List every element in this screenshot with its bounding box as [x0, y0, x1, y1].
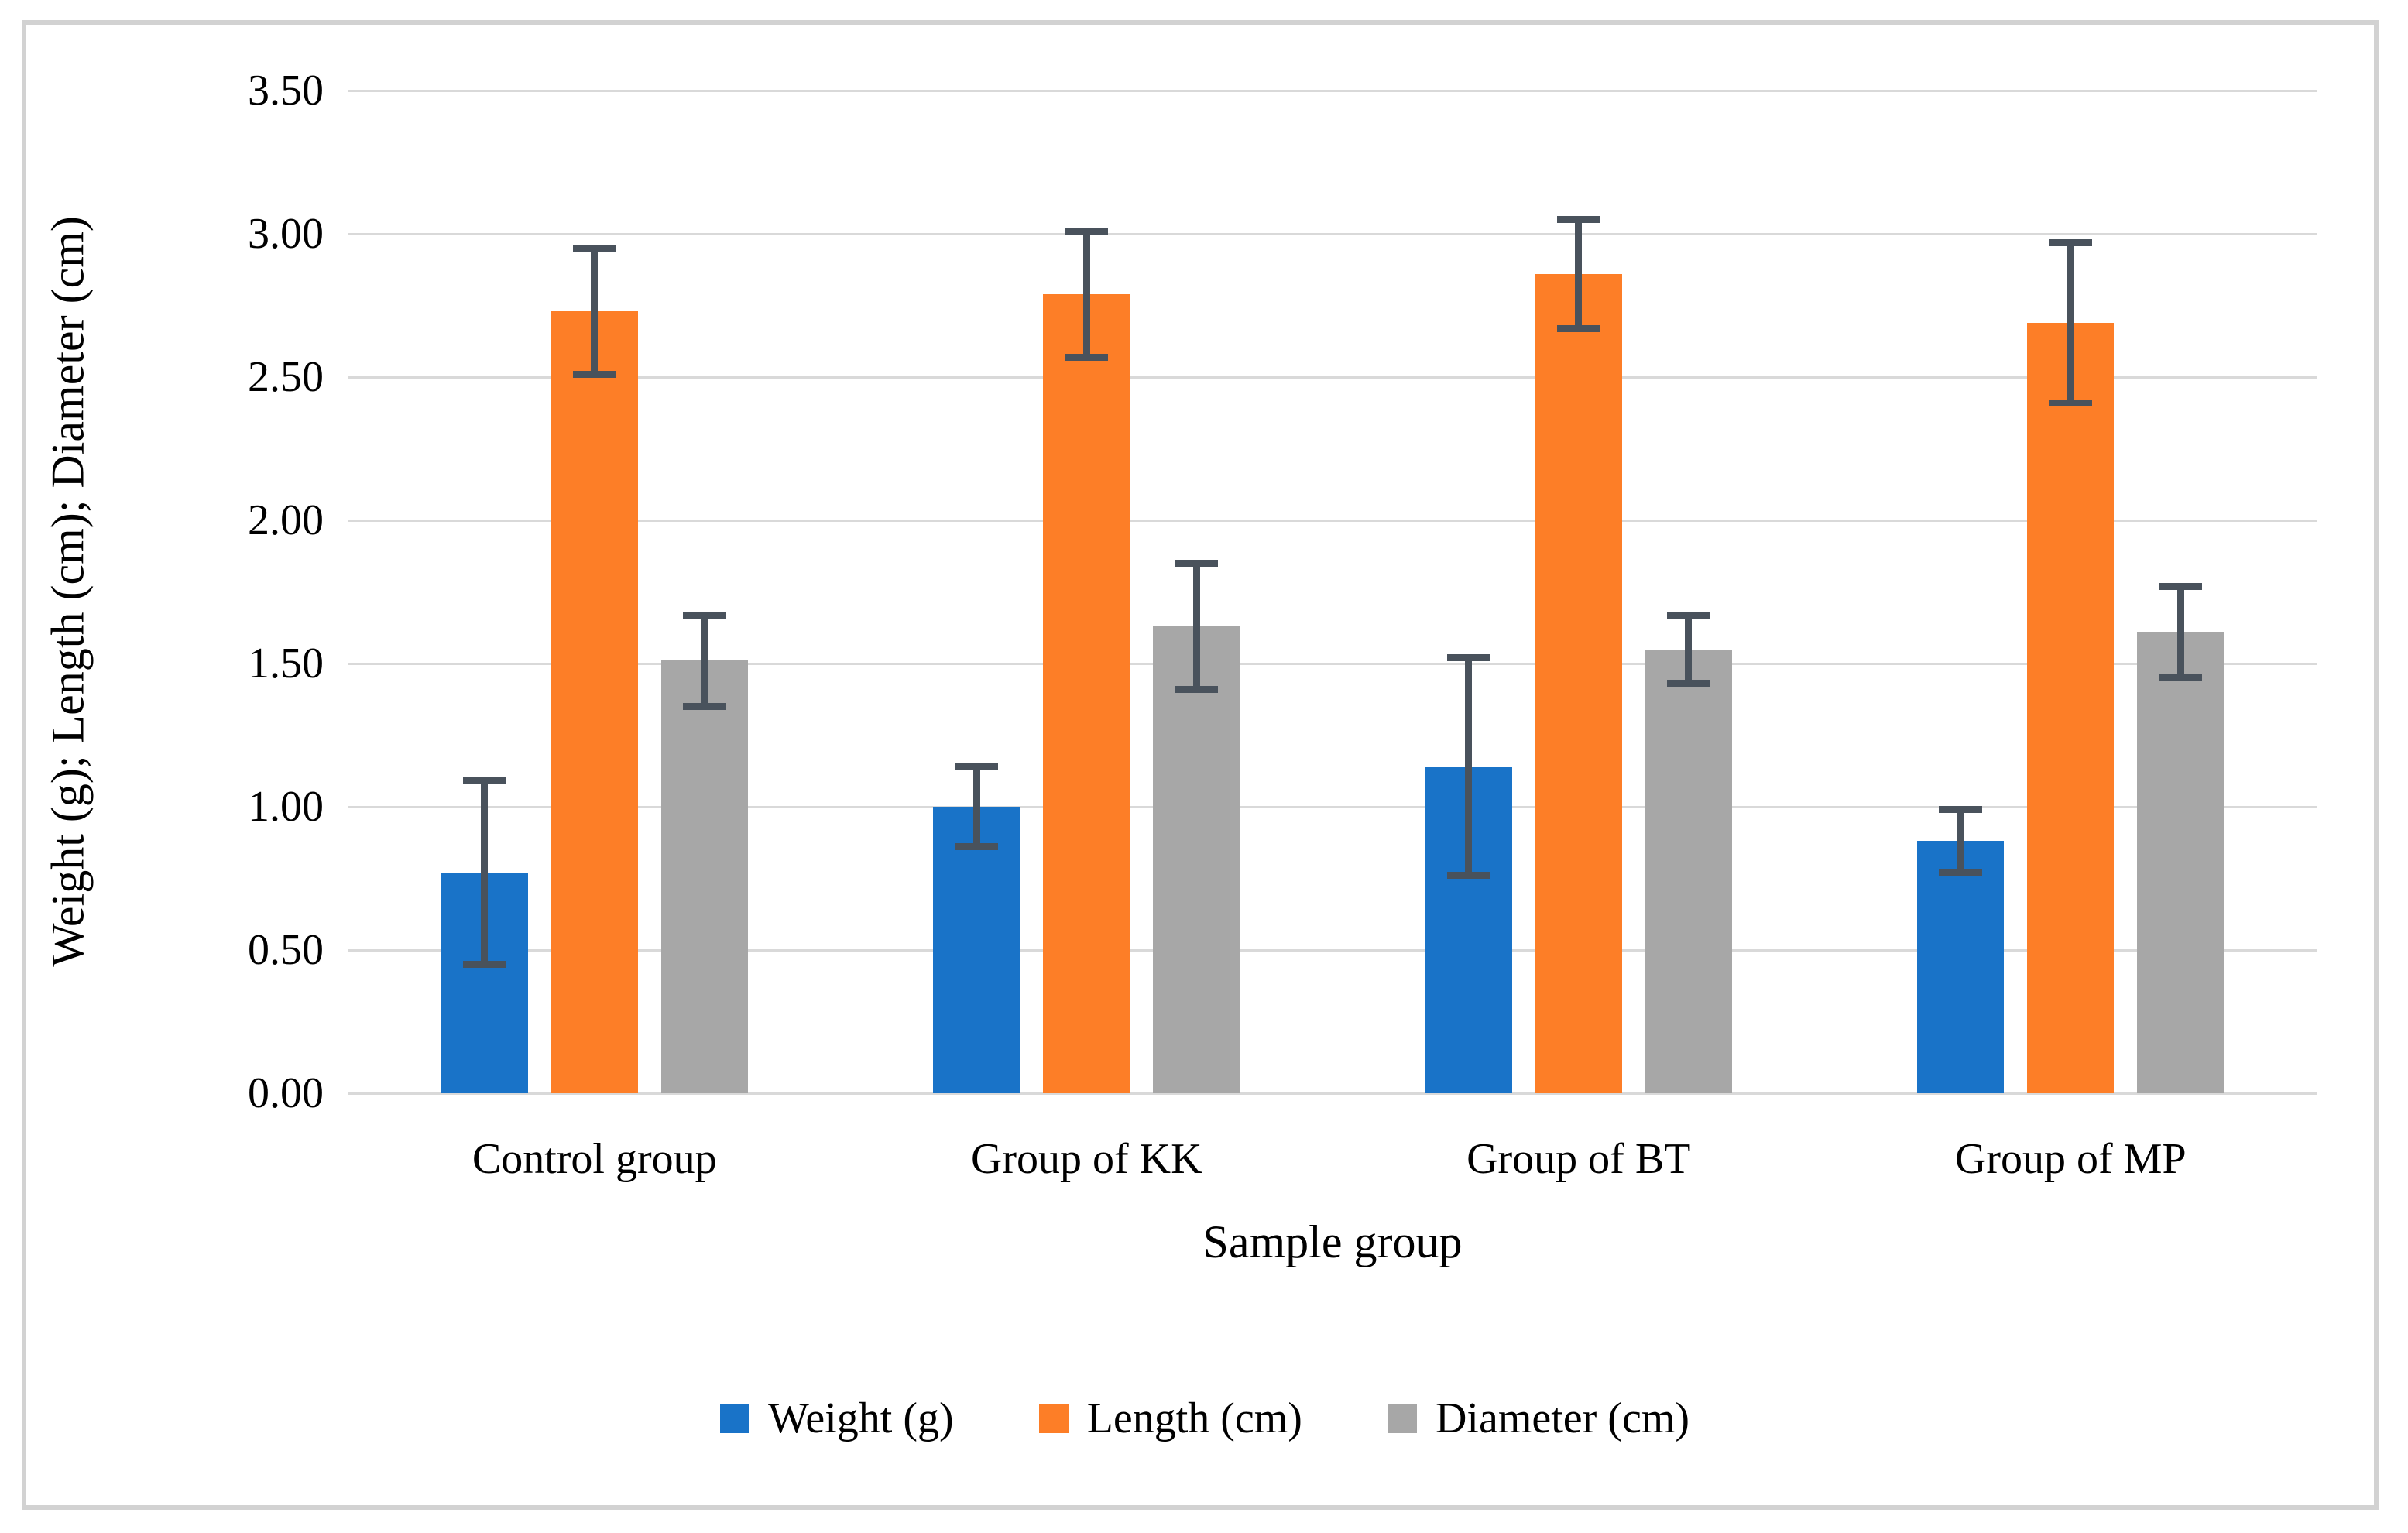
error-bar-cap: [572, 245, 616, 252]
error-bar-cap: [462, 777, 506, 785]
error-bar: [2176, 586, 2184, 678]
gridline: [348, 232, 2317, 235]
bar-diameter-3: [1645, 649, 1732, 1093]
x-category-label: Group of BT: [1466, 1135, 1691, 1183]
error-bar-cap: [955, 843, 999, 851]
error-bar-cap: [1065, 353, 1109, 361]
error-bar-cap: [1556, 324, 1600, 332]
error-bar-cap: [1939, 869, 1983, 876]
error-bar: [1465, 657, 1473, 876]
error-bar-cap: [462, 961, 506, 968]
x-category-label: Control group: [472, 1135, 717, 1183]
gridline: [348, 662, 2317, 665]
error-bar-cap: [955, 763, 999, 770]
legend-label: Length (cm): [1086, 1394, 1302, 1442]
error-bar-cap: [1939, 806, 1983, 814]
gridline: [348, 948, 2317, 952]
error-bar: [1685, 615, 1693, 684]
y-tick-label: 2.00: [248, 496, 324, 544]
error-bar-cap: [1446, 654, 1490, 662]
error-bar: [1575, 219, 1583, 329]
legend-item-diameter: Diameter (cm): [1387, 1394, 1690, 1443]
bar-length-3: [1535, 273, 1622, 1093]
bar-diameter-2: [1153, 626, 1240, 1093]
y-axis-title: Weight (g); Length (cm); Diameter (cm): [42, 216, 94, 967]
y-tick-label: 3.50: [248, 67, 324, 115]
gridline: [348, 805, 2317, 808]
x-axis-title: Sample group: [1202, 1216, 1463, 1267]
error-bar: [972, 766, 980, 847]
y-tick-label: 0.50: [248, 926, 324, 974]
error-bar-cap: [1556, 216, 1600, 223]
legend-swatch-icon: [719, 1404, 749, 1433]
error-bar: [481, 780, 489, 965]
error-bar-cap: [2159, 674, 2203, 681]
gridline: [348, 1092, 2317, 1095]
bar-length-4: [2027, 322, 2115, 1093]
bar-diameter-4: [2137, 632, 2224, 1093]
error-bar-cap: [1666, 680, 1710, 688]
error-bar-cap: [572, 370, 616, 378]
x-category-label: Group of MP: [1954, 1135, 2187, 1183]
y-tick-label: 1.00: [248, 783, 324, 831]
bar-diameter-1: [660, 660, 748, 1093]
error-bar-cap: [1175, 560, 1219, 567]
y-tick-label: 0.00: [248, 1069, 324, 1117]
error-bar-cap: [2049, 399, 2093, 406]
error-bar: [701, 615, 708, 707]
legend-label: Weight (g): [767, 1394, 954, 1442]
error-bar: [2067, 242, 2074, 403]
gridline: [348, 376, 2317, 379]
x-category-label: Group of KK: [970, 1135, 1202, 1183]
y-tick-label: 2.50: [248, 353, 324, 401]
error-bar-cap: [682, 611, 726, 619]
y-tick-label: 3.00: [248, 210, 324, 258]
bar-length-2: [1043, 293, 1130, 1093]
error-bar: [1957, 809, 1964, 873]
plot-area: [348, 89, 2317, 1095]
bar-weight-2: [933, 807, 1020, 1093]
bar-length-1: [551, 310, 638, 1093]
error-bar-cap: [682, 703, 726, 710]
gridline: [348, 89, 2317, 92]
error-bar-cap: [2159, 582, 2203, 590]
gridline: [348, 519, 2317, 522]
error-bar: [1192, 563, 1200, 690]
error-bar-cap: [2049, 238, 2093, 246]
error-bar: [591, 248, 599, 375]
error-bar-cap: [1446, 872, 1490, 880]
legend-item-length: Length (cm): [1038, 1394, 1302, 1443]
legend-item-weight: Weight (g): [719, 1394, 954, 1443]
legend-swatch-icon: [1038, 1404, 1069, 1433]
error-bar: [1082, 231, 1090, 358]
error-bar-cap: [1666, 611, 1710, 619]
legend-swatch-icon: [1387, 1404, 1417, 1433]
legend: Weight (g) Length (cm) Diameter (cm): [26, 1394, 2383, 1443]
legend-label: Diameter (cm): [1435, 1394, 1690, 1442]
error-bar-cap: [1175, 685, 1219, 693]
error-bar-cap: [1065, 227, 1109, 235]
bar-weight-4: [1917, 841, 2005, 1093]
y-tick-label: 1.50: [248, 640, 324, 688]
